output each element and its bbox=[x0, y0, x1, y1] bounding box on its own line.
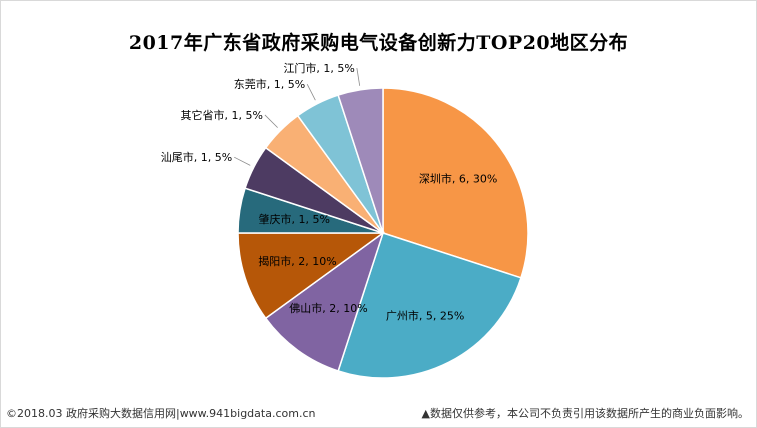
pie-slice-2 bbox=[337, 232, 522, 379]
slice-label-5: 肇庆市, 1, 5% bbox=[258, 212, 329, 226]
slice-label-8: 东莞市, 1, 5% bbox=[234, 77, 305, 91]
chart-title: 2017年广东省政府采购电气设备创新力TOP20地区分布 bbox=[128, 32, 629, 54]
leader-line-7 bbox=[264, 114, 278, 128]
slice-label-7: 其它省市, 1, 5% bbox=[180, 108, 262, 122]
slice-label-2: 广州市, 5, 25% bbox=[386, 309, 464, 323]
slice-label-4: 揭阳市, 2, 10% bbox=[258, 254, 336, 268]
footer-disclaimer: ▲数据仅供参考，本公司不负责引用该数据所产生的商业负面影响。 bbox=[421, 407, 749, 420]
pie-slice-3 bbox=[264, 231, 385, 372]
slice-label-1: 深圳市, 6, 30% bbox=[419, 171, 497, 185]
slice-label-3: 佛山市, 2, 10% bbox=[289, 301, 367, 315]
pie-slice-1 bbox=[382, 87, 529, 279]
slice-label-6: 汕尾市, 1, 5% bbox=[161, 150, 232, 164]
slice-label-9: 江门市, 1, 5% bbox=[283, 61, 354, 75]
footer-source: ©2018.03 政府采购大数据信用网|www.941bigdata.com.c… bbox=[6, 407, 316, 420]
leader-line-9 bbox=[356, 67, 361, 86]
pie-slice-9 bbox=[337, 87, 384, 234]
leader-line-6 bbox=[234, 156, 251, 166]
pie-slice-4 bbox=[237, 232, 386, 320]
leader-line-8 bbox=[306, 84, 316, 101]
